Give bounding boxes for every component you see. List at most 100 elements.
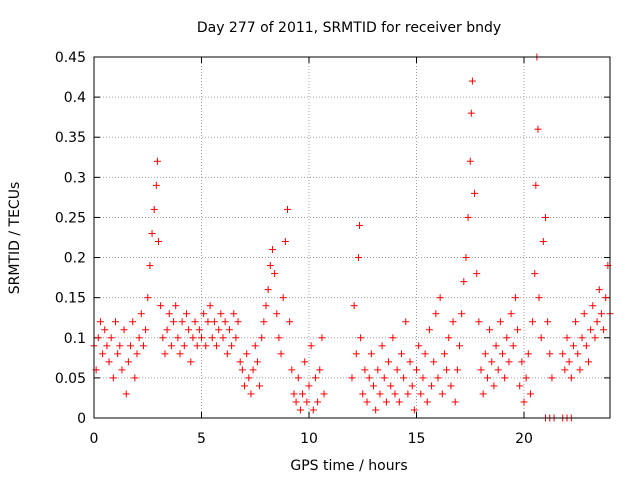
data-point	[585, 358, 592, 366]
data-point	[215, 326, 223, 334]
data-point	[475, 318, 483, 326]
data-point	[542, 213, 549, 221]
data-point	[529, 318, 537, 326]
data-point	[415, 342, 423, 350]
data-point	[281, 238, 289, 246]
data-point	[440, 350, 448, 358]
data-point	[372, 406, 380, 414]
data-point	[311, 374, 319, 382]
data-point	[253, 358, 261, 366]
data-point	[501, 374, 509, 382]
data-point	[348, 374, 356, 382]
data-point	[354, 254, 362, 262]
data-point	[260, 318, 268, 326]
data-point	[288, 366, 296, 374]
data-point	[488, 358, 496, 366]
data-point	[522, 374, 530, 382]
data-point	[361, 366, 369, 374]
data-point	[456, 342, 463, 350]
data-point	[309, 406, 317, 414]
data-point	[284, 205, 291, 213]
data-point	[279, 294, 287, 302]
data-point	[423, 398, 431, 406]
data-point	[509, 342, 517, 350]
y-tick-label: 0.1	[64, 331, 86, 347]
data-point	[483, 374, 491, 382]
data-points	[90, 53, 614, 422]
data-point	[318, 334, 326, 342]
data-point	[376, 390, 384, 398]
data-point	[432, 310, 440, 318]
data-point	[170, 318, 178, 326]
data-point	[217, 310, 225, 318]
data-point	[507, 310, 515, 318]
data-point	[445, 334, 453, 342]
data-point	[391, 390, 399, 398]
data-point	[516, 382, 524, 390]
data-point	[243, 350, 251, 358]
data-point	[356, 221, 364, 229]
data-point	[245, 374, 253, 382]
x-tick-label: 10	[300, 431, 318, 447]
data-point	[301, 358, 309, 366]
data-point	[505, 358, 513, 366]
data-point	[135, 334, 143, 342]
data-point	[436, 294, 444, 302]
data-point	[316, 366, 324, 374]
data-point	[434, 374, 442, 382]
data-point	[251, 342, 259, 350]
data-point	[105, 358, 113, 366]
y-tick-label: 0.4	[64, 90, 86, 106]
data-point	[210, 318, 218, 326]
data-point	[114, 350, 122, 358]
data-point	[460, 278, 468, 286]
y-tick-label: 0	[77, 411, 86, 427]
data-point	[268, 246, 276, 254]
data-point	[520, 398, 528, 406]
data-point	[578, 334, 586, 342]
data-point	[477, 366, 485, 374]
data-point	[357, 334, 365, 342]
data-point	[503, 334, 511, 342]
data-point	[241, 382, 248, 390]
data-point	[467, 109, 475, 117]
data-point	[157, 302, 165, 310]
data-point	[406, 358, 414, 366]
data-point	[262, 302, 270, 310]
x-axis-ticks: 0 5 10 15 20	[90, 57, 533, 447]
data-point	[417, 390, 425, 398]
data-point	[462, 254, 470, 262]
data-point	[137, 310, 145, 318]
data-point	[112, 318, 119, 326]
data-point	[122, 390, 130, 398]
data-point	[591, 334, 599, 342]
data-point	[400, 374, 408, 382]
data-point	[464, 213, 472, 221]
data-point	[228, 342, 236, 350]
data-point	[189, 334, 197, 342]
data-point	[380, 374, 388, 382]
data-point	[385, 358, 393, 366]
data-point	[378, 342, 386, 350]
data-point	[206, 302, 214, 310]
x-axis-title: GPS time / hours	[290, 458, 407, 474]
data-point	[567, 374, 575, 382]
y-tick-label: 0.3	[64, 170, 86, 186]
y-tick-label: 0.35	[55, 130, 86, 146]
data-point	[559, 350, 567, 358]
data-point	[290, 390, 298, 398]
data-point	[153, 157, 161, 165]
data-point	[443, 366, 451, 374]
data-point	[374, 366, 382, 374]
data-point	[486, 326, 494, 334]
data-point	[561, 366, 569, 374]
data-point	[544, 318, 552, 326]
data-point	[232, 334, 240, 342]
data-point	[116, 342, 124, 350]
data-point	[602, 294, 610, 302]
data-point	[109, 374, 117, 382]
plot-frame	[93, 56, 611, 419]
data-point	[208, 334, 216, 342]
data-point	[273, 310, 281, 318]
data-point	[393, 366, 401, 374]
